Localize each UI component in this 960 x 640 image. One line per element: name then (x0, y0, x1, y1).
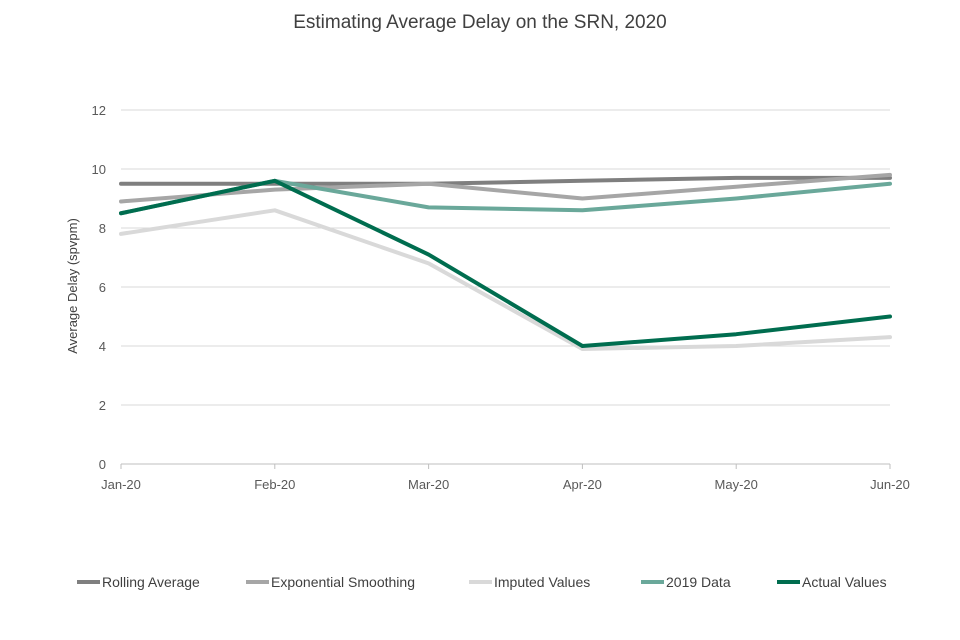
x-axis: Jan-20 Feb-20 Mar-20 Apr-20 May-20 Jun-20 (101, 463, 910, 492)
legend-label: Actual Values (802, 574, 887, 590)
x-tick-label: May-20 (715, 477, 758, 492)
legend-label: 2019 Data (666, 574, 731, 590)
x-tick-label: Feb-20 (254, 477, 295, 492)
y-tick-label: 6 (99, 280, 106, 295)
x-tick-label: Mar-20 (408, 477, 449, 492)
series-line-exponential-smoothing (119, 172, 892, 204)
legend-label: Exponential Smoothing (271, 574, 415, 590)
y-axis: 0 2 4 6 8 10 12 (92, 103, 106, 472)
y-tick-label: 0 (99, 457, 106, 472)
series-lines (119, 172, 892, 351)
legend-label: Rolling Average (102, 574, 200, 590)
series-line-rolling-average (119, 175, 892, 186)
x-tick-label: Apr-20 (563, 477, 602, 492)
legend: Rolling Average Exponential Smoothing Impu… (77, 574, 887, 590)
gridlines (121, 109, 890, 406)
series-line-actual-values (119, 178, 892, 348)
legend-label: Imputed Values (494, 574, 590, 590)
x-tick-label: Jan-20 (101, 477, 141, 492)
series-line-imputed-values (119, 208, 892, 351)
y-tick-label: 10 (92, 162, 106, 177)
y-tick-label: 8 (99, 221, 106, 236)
y-tick-label: 12 (92, 103, 106, 118)
chart-title: Estimating Average Delay on the SRN, 202… (293, 12, 667, 33)
y-tick-label: 4 (99, 339, 106, 354)
x-tick-label: Jun-20 (870, 477, 910, 492)
y-tick-label: 2 (99, 398, 106, 413)
y-axis-label: Average Delay (spvpm) (65, 218, 80, 354)
